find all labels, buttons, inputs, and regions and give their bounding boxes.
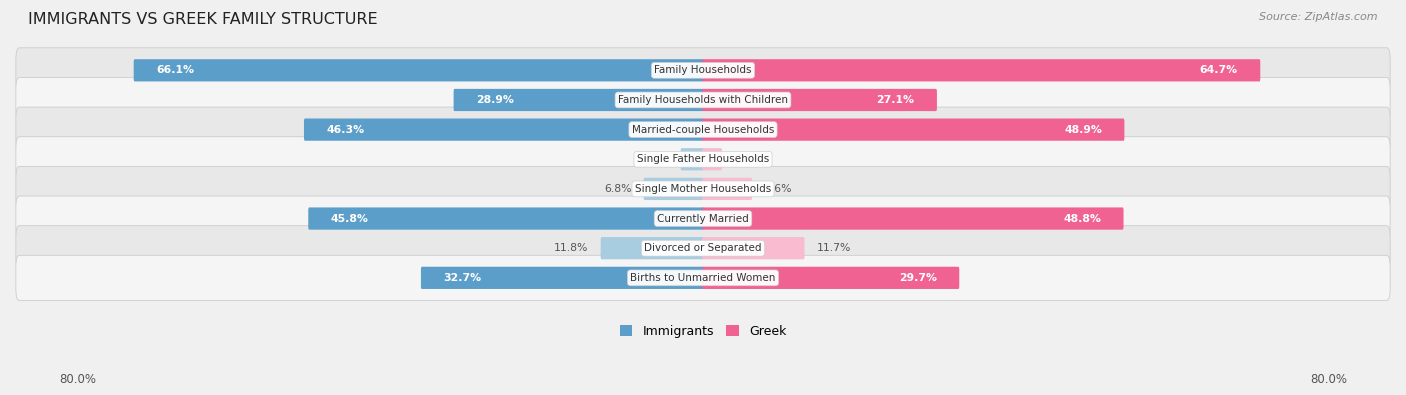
Text: 48.9%: 48.9% (1064, 124, 1102, 135)
FancyBboxPatch shape (702, 207, 1123, 229)
FancyBboxPatch shape (702, 118, 1125, 141)
Text: 28.9%: 28.9% (477, 95, 513, 105)
Text: 66.1%: 66.1% (156, 65, 194, 75)
Text: 32.7%: 32.7% (443, 273, 481, 283)
Text: 80.0%: 80.0% (1310, 373, 1347, 386)
Text: 48.8%: 48.8% (1063, 214, 1101, 224)
FancyBboxPatch shape (702, 267, 959, 289)
Text: Currently Married: Currently Married (657, 214, 749, 224)
FancyBboxPatch shape (702, 59, 1260, 81)
Text: 11.7%: 11.7% (817, 243, 851, 253)
FancyBboxPatch shape (134, 59, 704, 81)
Text: 11.8%: 11.8% (554, 243, 589, 253)
FancyBboxPatch shape (702, 237, 804, 260)
FancyBboxPatch shape (15, 107, 1391, 152)
Text: Divorced or Separated: Divorced or Separated (644, 243, 762, 253)
Text: 45.8%: 45.8% (330, 214, 368, 224)
Text: 64.7%: 64.7% (1199, 65, 1237, 75)
Text: 5.6%: 5.6% (763, 184, 792, 194)
Text: 29.7%: 29.7% (898, 273, 936, 283)
Text: 27.1%: 27.1% (876, 95, 914, 105)
Text: 46.3%: 46.3% (326, 124, 364, 135)
FancyBboxPatch shape (702, 89, 936, 111)
Text: 2.1%: 2.1% (734, 154, 762, 164)
FancyBboxPatch shape (15, 255, 1391, 300)
Text: Single Mother Households: Single Mother Households (636, 184, 770, 194)
Legend: Immigrants, Greek: Immigrants, Greek (614, 320, 792, 343)
FancyBboxPatch shape (702, 178, 752, 200)
FancyBboxPatch shape (454, 89, 704, 111)
FancyBboxPatch shape (15, 48, 1391, 93)
FancyBboxPatch shape (15, 137, 1391, 182)
FancyBboxPatch shape (15, 196, 1391, 241)
Text: IMMIGRANTS VS GREEK FAMILY STRUCTURE: IMMIGRANTS VS GREEK FAMILY STRUCTURE (28, 12, 378, 27)
FancyBboxPatch shape (644, 178, 704, 200)
Text: Single Father Households: Single Father Households (637, 154, 769, 164)
FancyBboxPatch shape (600, 237, 704, 260)
Text: 2.5%: 2.5% (641, 154, 669, 164)
FancyBboxPatch shape (304, 118, 704, 141)
Text: Family Households with Children: Family Households with Children (619, 95, 787, 105)
Text: Married-couple Households: Married-couple Households (631, 124, 775, 135)
FancyBboxPatch shape (308, 207, 704, 229)
FancyBboxPatch shape (15, 166, 1391, 211)
FancyBboxPatch shape (15, 226, 1391, 271)
Text: Source: ZipAtlas.com: Source: ZipAtlas.com (1260, 12, 1378, 22)
FancyBboxPatch shape (702, 148, 721, 170)
Text: Births to Unmarried Women: Births to Unmarried Women (630, 273, 776, 283)
Text: Family Households: Family Households (654, 65, 752, 75)
FancyBboxPatch shape (420, 267, 704, 289)
FancyBboxPatch shape (15, 77, 1391, 122)
Text: 6.8%: 6.8% (605, 184, 631, 194)
FancyBboxPatch shape (681, 148, 704, 170)
Text: 80.0%: 80.0% (59, 373, 96, 386)
